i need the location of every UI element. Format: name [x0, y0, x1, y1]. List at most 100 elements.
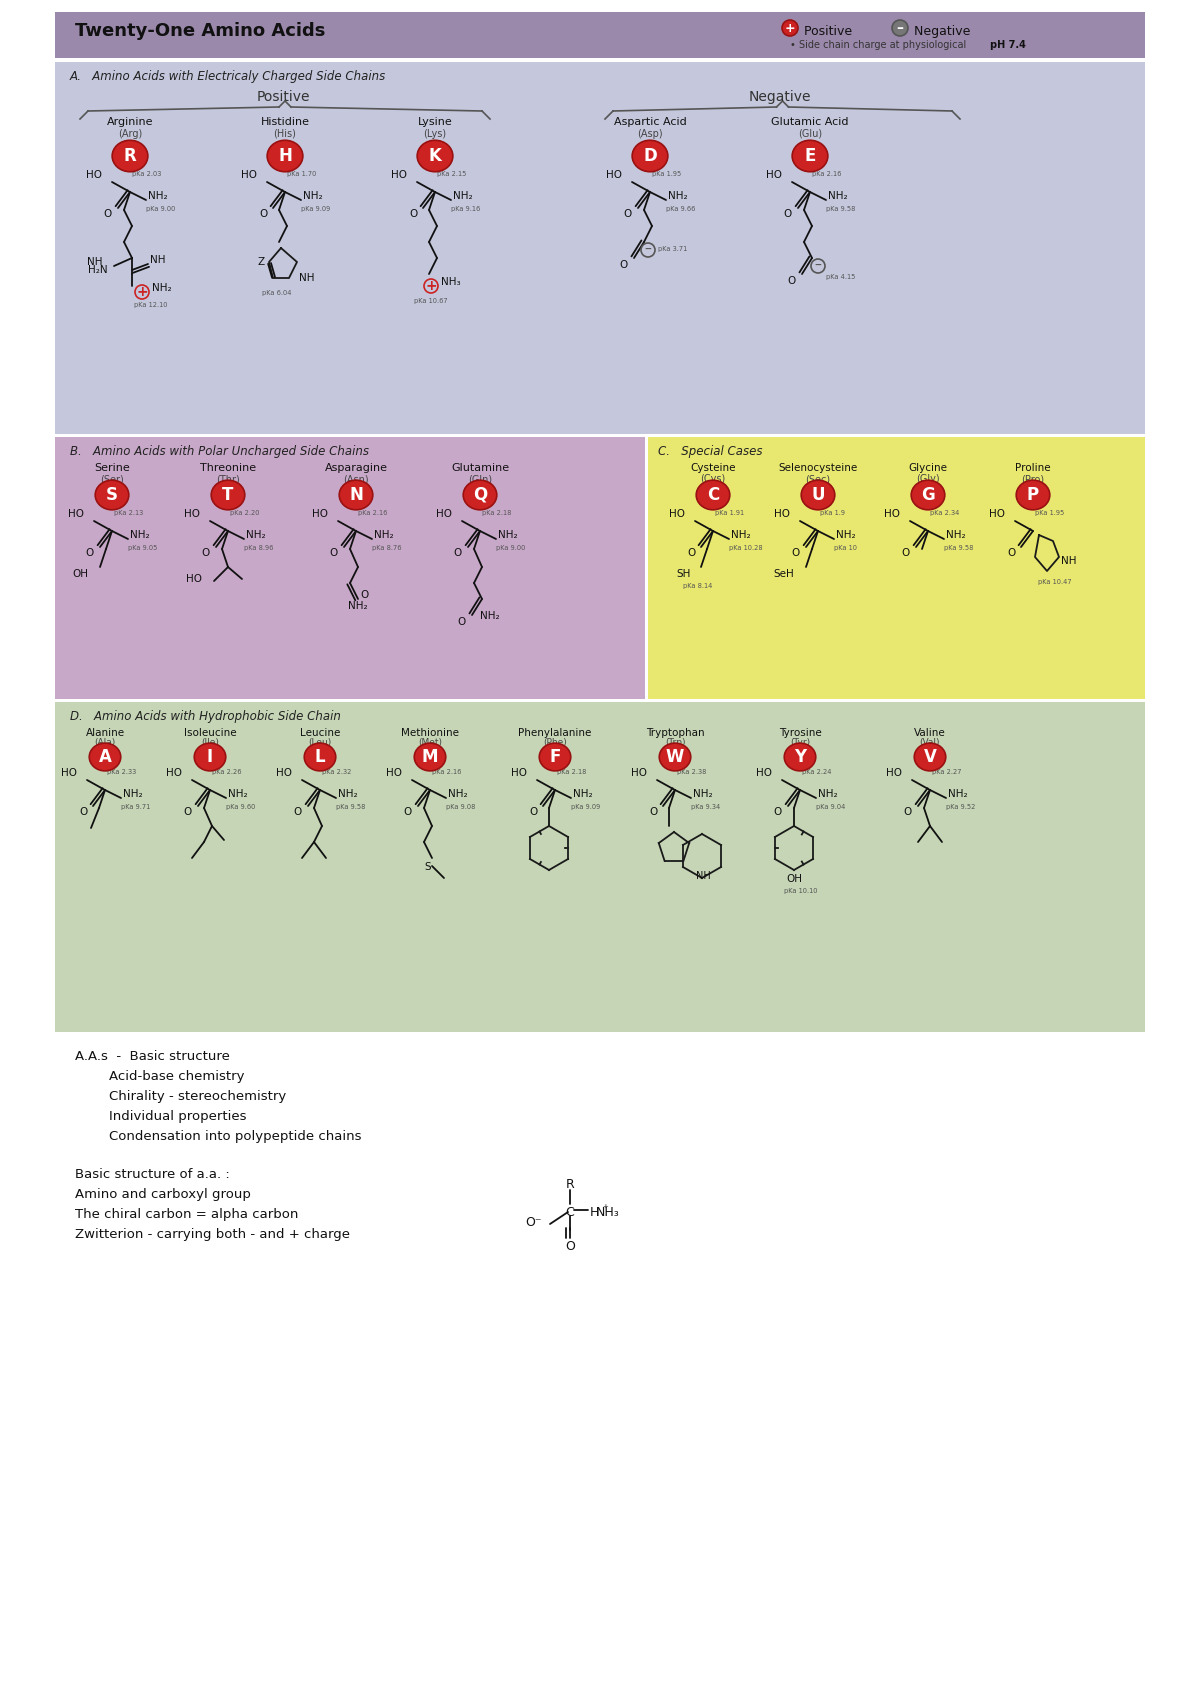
- Text: Cysteine: Cysteine: [690, 463, 736, 473]
- Text: Threonine: Threonine: [200, 463, 256, 473]
- Text: Phenylalanine: Phenylalanine: [518, 728, 592, 738]
- Text: OH: OH: [72, 568, 88, 579]
- Text: pKa 2.15: pKa 2.15: [437, 171, 467, 176]
- Text: O: O: [409, 209, 418, 219]
- Text: Methionine: Methionine: [401, 728, 458, 738]
- Text: HO: HO: [312, 509, 328, 519]
- Text: NH₂: NH₂: [946, 529, 966, 540]
- Text: pKa 12.10: pKa 12.10: [134, 302, 168, 307]
- Ellipse shape: [340, 480, 373, 509]
- Text: NH₂: NH₂: [480, 611, 499, 621]
- Text: O: O: [784, 209, 792, 219]
- Text: H₂N: H₂N: [88, 265, 108, 275]
- FancyBboxPatch shape: [55, 12, 1145, 58]
- Text: The chiral carbon = alpha carbon: The chiral carbon = alpha carbon: [74, 1208, 299, 1222]
- Text: pKa 2.24: pKa 2.24: [802, 769, 832, 776]
- Text: O: O: [792, 548, 800, 558]
- Text: (Leu): (Leu): [308, 738, 331, 747]
- Text: D: D: [643, 148, 656, 165]
- Text: Leucine: Leucine: [300, 728, 340, 738]
- Text: Q: Q: [473, 485, 487, 504]
- Text: HO: HO: [989, 509, 1006, 519]
- Text: NH₂: NH₂: [828, 192, 847, 200]
- Text: pKa 10.67: pKa 10.67: [414, 299, 448, 304]
- Text: O: O: [458, 618, 466, 626]
- Text: NH: NH: [86, 256, 102, 266]
- Text: HO: HO: [884, 509, 900, 519]
- Text: S: S: [106, 485, 118, 504]
- Ellipse shape: [696, 480, 730, 509]
- Text: Positive: Positive: [257, 90, 310, 104]
- Text: pKa 2.32: pKa 2.32: [322, 769, 352, 776]
- Text: G: G: [922, 485, 935, 504]
- Text: pKa 9.71: pKa 9.71: [121, 804, 150, 809]
- Text: Aspartic Acid: Aspartic Acid: [613, 117, 686, 127]
- Ellipse shape: [792, 141, 828, 171]
- Text: Asparagine: Asparagine: [324, 463, 388, 473]
- Text: HO: HO: [766, 170, 782, 180]
- Text: pKa 1.95: pKa 1.95: [652, 171, 682, 176]
- Text: O: O: [904, 808, 912, 816]
- Text: Basic structure of a.a. :: Basic structure of a.a. :: [74, 1168, 229, 1181]
- Text: (Val): (Val): [919, 738, 941, 747]
- Text: NH: NH: [696, 871, 710, 881]
- Text: A: A: [98, 748, 112, 765]
- Text: O: O: [259, 209, 268, 219]
- Text: pKa 10.28: pKa 10.28: [730, 545, 763, 552]
- Ellipse shape: [463, 480, 497, 509]
- Text: pKa 2.38: pKa 2.38: [677, 769, 707, 776]
- Text: pKa 10.10: pKa 10.10: [784, 888, 817, 894]
- Text: O: O: [79, 808, 88, 816]
- Text: NH₂: NH₂: [694, 789, 713, 799]
- Ellipse shape: [539, 743, 571, 770]
- Text: HO: HO: [276, 769, 292, 777]
- Text: HO: HO: [391, 170, 407, 180]
- Text: Positive: Positive: [800, 25, 852, 37]
- Text: (Ala): (Ala): [95, 738, 115, 747]
- Text: pKa 2.20: pKa 2.20: [230, 511, 259, 516]
- Text: pKa 2.16: pKa 2.16: [432, 769, 461, 776]
- Text: C: C: [707, 485, 719, 504]
- Text: pKa 9.58: pKa 9.58: [944, 545, 973, 552]
- FancyBboxPatch shape: [648, 438, 1145, 699]
- Text: O: O: [649, 808, 658, 816]
- Text: L: L: [314, 748, 325, 765]
- Text: NH₂: NH₂: [348, 601, 367, 611]
- Text: Acid-base chemistry: Acid-base chemistry: [74, 1071, 245, 1083]
- Text: O: O: [686, 548, 695, 558]
- Text: +: +: [785, 22, 796, 34]
- Text: NH₂: NH₂: [454, 192, 473, 200]
- Text: Serine: Serine: [94, 463, 130, 473]
- Text: (Met): (Met): [418, 738, 442, 747]
- Text: HO: HO: [670, 509, 685, 519]
- Text: S: S: [425, 862, 431, 872]
- Text: pKa 9.09: pKa 9.09: [571, 804, 600, 809]
- Text: B.   Amino Acids with Polar Uncharged Side Chains: B. Amino Acids with Polar Uncharged Side…: [70, 445, 370, 458]
- Text: HO: HO: [184, 509, 200, 519]
- Text: NH₂: NH₂: [574, 789, 593, 799]
- Text: • Side chain charge at physiological: • Side chain charge at physiological: [790, 41, 970, 49]
- Text: (Lys): (Lys): [424, 129, 446, 139]
- Text: Arginine: Arginine: [107, 117, 154, 127]
- Text: NH₂: NH₂: [124, 789, 143, 799]
- Text: HO: HO: [511, 769, 527, 777]
- Text: NH₂: NH₂: [498, 529, 517, 540]
- Text: R: R: [124, 148, 137, 165]
- Ellipse shape: [95, 480, 128, 509]
- Text: A.A.s  -  Basic structure: A.A.s - Basic structure: [74, 1050, 230, 1062]
- Text: (Ile): (Ile): [202, 738, 218, 747]
- Text: O: O: [620, 260, 628, 270]
- Text: pKa 1.9: pKa 1.9: [820, 511, 845, 516]
- Text: NH₂: NH₂: [246, 529, 265, 540]
- Text: pKa 2.18: pKa 2.18: [557, 769, 587, 776]
- Text: pKa 2.03: pKa 2.03: [132, 171, 161, 176]
- Text: C.   Special Cases: C. Special Cases: [658, 445, 762, 458]
- Text: pKa 9.60: pKa 9.60: [226, 804, 256, 809]
- Ellipse shape: [89, 743, 121, 770]
- Text: Selenocysteine: Selenocysteine: [779, 463, 858, 473]
- Text: pKa 2.13: pKa 2.13: [114, 511, 143, 516]
- Ellipse shape: [632, 141, 668, 171]
- Text: HO: HO: [606, 170, 622, 180]
- Text: pKa 8.76: pKa 8.76: [372, 545, 402, 552]
- Text: NH₂: NH₂: [818, 789, 838, 799]
